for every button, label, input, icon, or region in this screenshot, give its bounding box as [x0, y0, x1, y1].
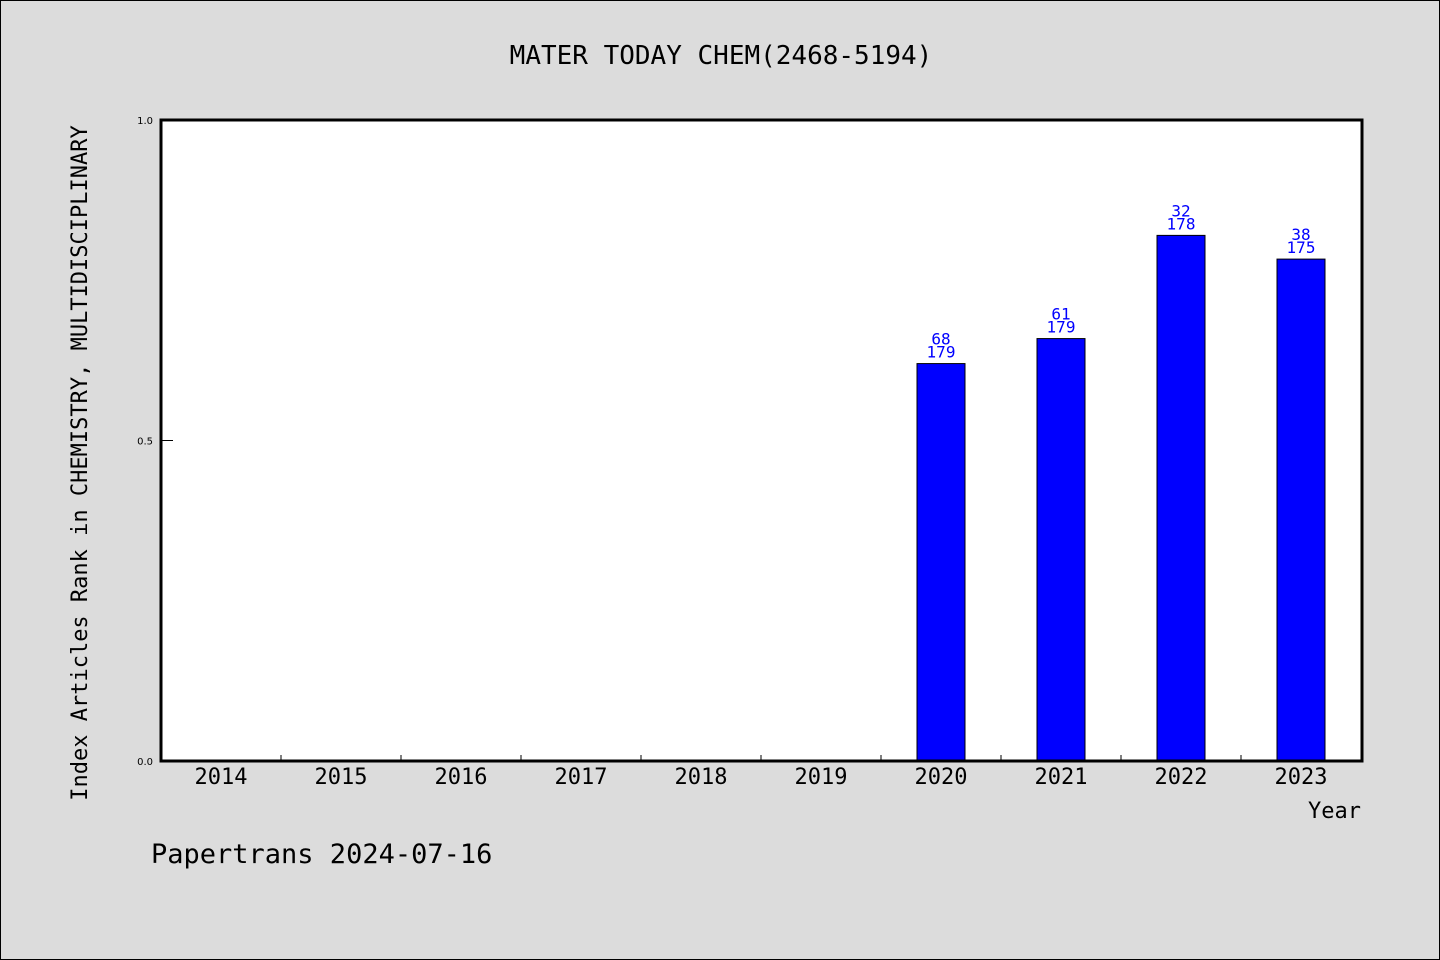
bar [1036, 338, 1086, 762]
chart-title: MATER TODAY CHEM(2468-5194) [510, 41, 933, 71]
footer-watermark: Papertrans 2024-07-16 [151, 839, 492, 870]
x-tick-label: 2019 [795, 765, 848, 790]
x-tick-label: 2023 [1275, 765, 1328, 790]
y-axis-label: Index Articles Rank in CHEMISTRY, MULTID… [68, 125, 93, 801]
y-tick-label: 1.0 [137, 116, 153, 127]
bar [916, 363, 966, 762]
x-tick-label: 2017 [555, 765, 608, 790]
bar-rank-label: 68 [931, 330, 950, 349]
x-axis-label: Year [1308, 799, 1361, 824]
x-axis-ticks: 2014 2015 2016 2017 2018 2019 2020 2021 2022 2023 [195, 755, 1328, 790]
x-tick-label: 2016 [435, 765, 488, 790]
bar-total-label: 179 [927, 343, 956, 362]
x-tick-label: 2018 [675, 765, 728, 790]
bars-layer [916, 234, 1326, 762]
bar-rank-label: 38 [1291, 225, 1310, 244]
bar-rank-label: 61 [1051, 305, 1070, 324]
x-tick-label: 2021 [1035, 765, 1088, 790]
y-tick-label: 0.5 [137, 437, 153, 448]
bar-rank-label: 32 [1171, 201, 1190, 220]
bar-total-label: 175 [1287, 238, 1316, 257]
x-tick-label: 2014 [195, 765, 248, 790]
y-tick-label: 0.0 [137, 757, 153, 768]
x-tick-label: 2022 [1155, 765, 1208, 790]
x-tick-label: 2020 [915, 765, 968, 790]
bar [1276, 258, 1326, 762]
x-tick-label: 2015 [315, 765, 368, 790]
y-axis-ticks: 0.0 0.5 1.0 [137, 116, 173, 768]
bar [1156, 234, 1206, 762]
bar-total-label: 178 [1167, 214, 1196, 233]
bar-total-label: 179 [1047, 318, 1076, 337]
